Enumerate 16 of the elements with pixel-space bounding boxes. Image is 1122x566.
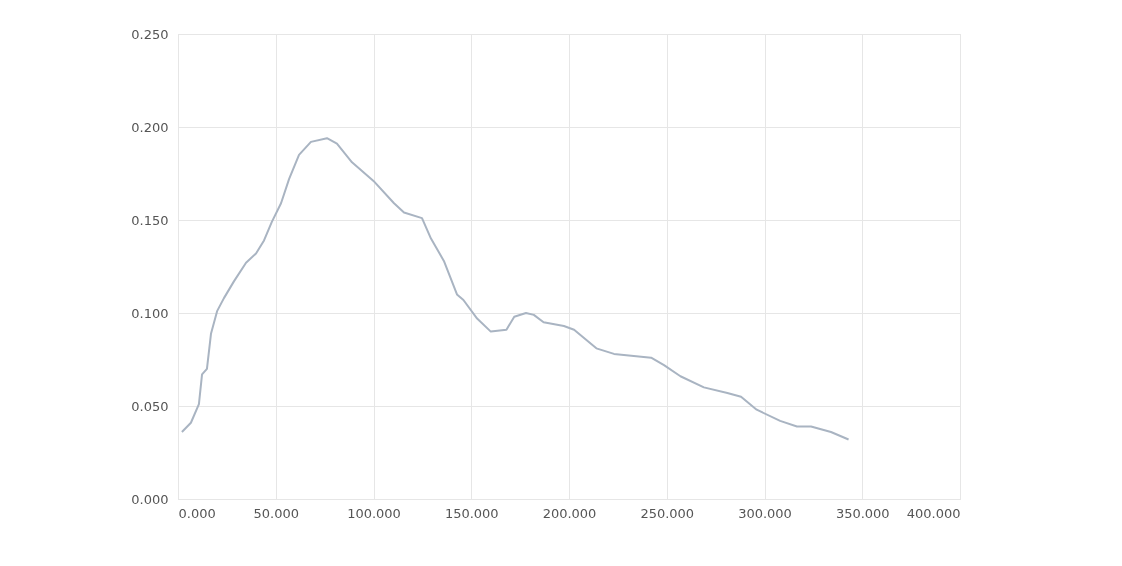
x-tick-label: 300.000 [738, 505, 792, 521]
x-tick-label: 400.000 [906, 505, 961, 521]
y-tick-label: 0.100 [131, 305, 169, 321]
y-tick-label: 0.200 [131, 119, 169, 135]
x-tick-label: 50.000 [253, 505, 299, 521]
x-tick-label: 350.000 [835, 505, 890, 521]
x-tick-label: 0.000 [178, 505, 216, 521]
x-tick-label: 250.000 [640, 505, 695, 521]
y-tick-label: 0.150 [131, 212, 169, 228]
y-tick-label: 0.000 [131, 491, 169, 507]
line-series [180, 137, 850, 441]
y-tick-label: 0.250 [131, 26, 169, 42]
x-tick-label: 200.000 [542, 505, 597, 521]
x-tick-label: 100.000 [347, 505, 401, 521]
x-tick-label: 150.000 [444, 505, 499, 521]
y-tick-label: 0.050 [131, 398, 169, 414]
